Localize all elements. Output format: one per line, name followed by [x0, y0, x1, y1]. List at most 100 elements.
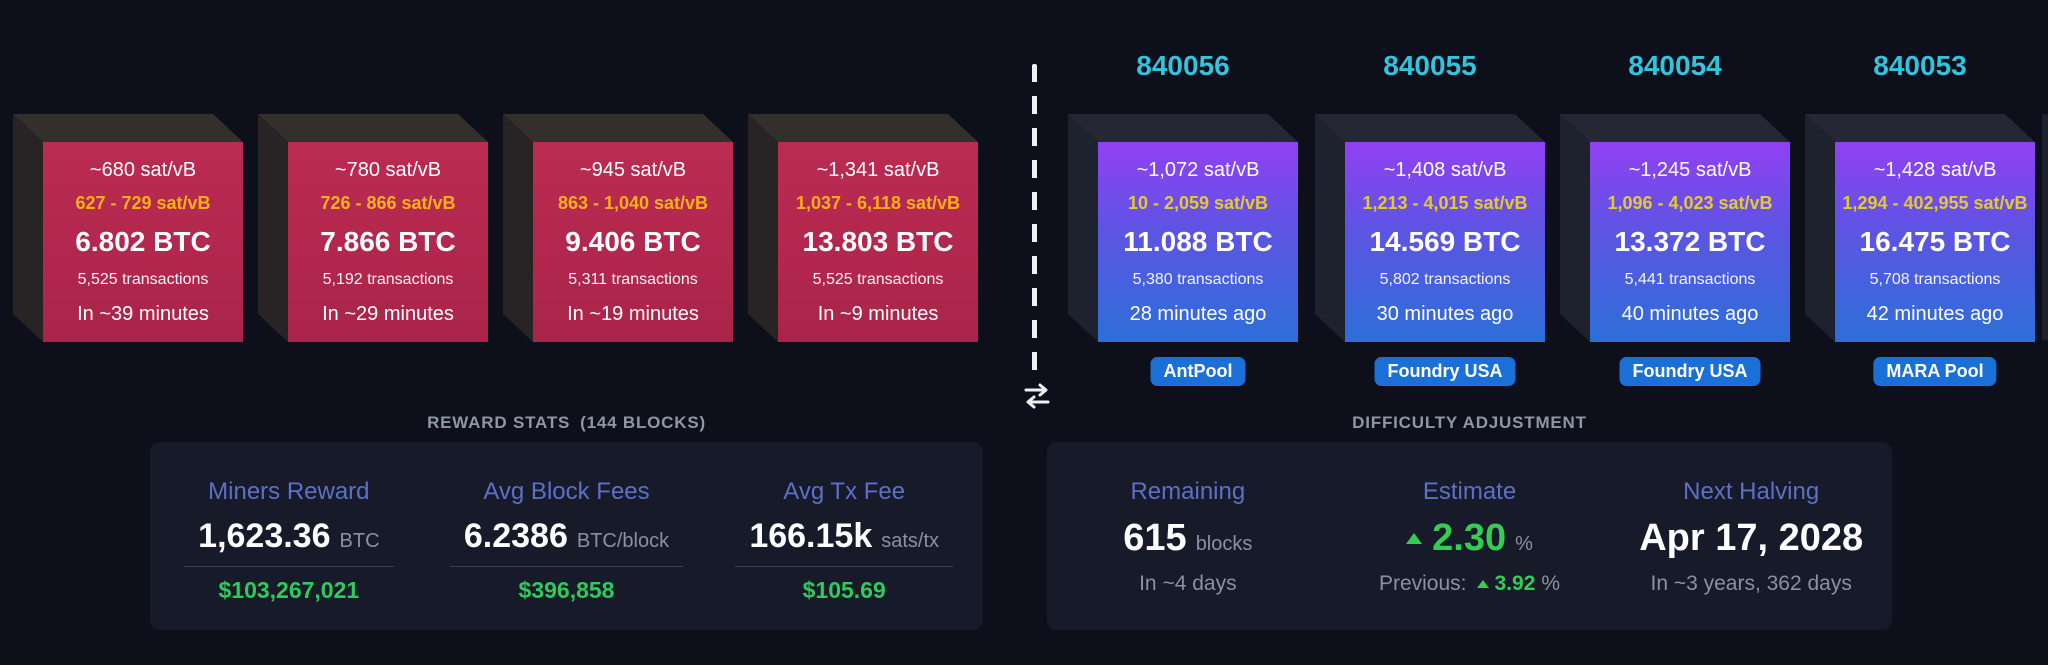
block-top-face — [748, 114, 978, 142]
fee-range: 1,294 - 402,955 sat/vB — [1842, 193, 2028, 213]
fee-range: 1,096 - 4,023 sat/vB — [1607, 193, 1773, 213]
remaining-value: 615 — [1123, 517, 1187, 559]
block-total-btc: 13.803 BTC — [802, 226, 954, 257]
fee-range: 1,213 - 4,015 sat/vB — [1362, 193, 1528, 213]
estimate-value: 2.30 — [1432, 517, 1507, 559]
block-total-btc: 9.406 BTC — [565, 226, 701, 257]
mined-time: 40 minutes ago — [1621, 303, 1759, 325]
block-total-btc: 11.088 BTC — [1123, 226, 1273, 257]
pool-badge[interactable]: AntPool — [1150, 357, 1246, 386]
block-height-link[interactable]: 840053 — [1873, 50, 1967, 81]
swap-icon[interactable] — [1022, 383, 1052, 414]
block-total-btc: 16.475 BTC — [1859, 226, 2011, 257]
block-front-face: ~1,072 sat/vB 10 - 2,059 sat/vB 11.088 B… — [1098, 142, 1298, 342]
block-front-face: ~680 sat/vB 627 - 729 sat/vB 6.802 BTC 5… — [43, 142, 243, 342]
pool-badge[interactable]: Foundry USA — [1619, 357, 1761, 386]
reward-stats-subtitle: (144 BLOCKS) — [580, 413, 706, 432]
tx-count: 5,311 transactions — [568, 271, 698, 288]
eta: In ~19 minutes — [567, 303, 699, 325]
previous-estimate: Previous: 3.92% — [1379, 572, 1560, 596]
avg-block-fees-usd: $396,858 — [518, 577, 615, 603]
eta: In ~39 minutes — [77, 303, 209, 325]
avg-tx-fee-label: Avg Tx Fee — [783, 478, 906, 505]
mempool-block[interactable]: ~780 sat/vB 726 - 866 sat/vB 7.866 BTC 5… — [258, 114, 488, 342]
mined-block[interactable]: 840053 ~1,428 sat/vB 1,294 - 402,955 sat… — [1805, 50, 2035, 386]
mempool-chain-divider — [1032, 64, 1037, 378]
median-fee: ~680 sat/vB — [89, 159, 197, 181]
block-top-face — [1560, 114, 1790, 142]
median-fee: ~1,245 sat/vB — [1628, 159, 1752, 181]
avg-block-fees-unit: BTC/block — [576, 530, 670, 552]
next-halving-column: Next Halving Apr 17, 2028 In ~3 years, 3… — [1610, 442, 1892, 630]
median-fee: ~1,072 sat/vB — [1136, 159, 1260, 181]
up-arrow-icon — [1406, 533, 1423, 544]
mined-time: 28 minutes ago — [1129, 303, 1267, 325]
avg-tx-fee-usd: $105.69 — [802, 577, 886, 603]
block-side-face — [1560, 114, 1590, 342]
avg-block-fees-value: 6.2386 — [463, 517, 568, 555]
mined-block[interactable]: 840056 ~1,072 sat/vB 10 - 2,059 sat/vB 1… — [1068, 50, 1298, 386]
mined-time: 42 minutes ago — [1866, 303, 2004, 325]
fee-range: 863 - 1,040 sat/vB — [557, 193, 709, 213]
miners-reward-column: Miners Reward 1,623.36 BTC $103,267,021 — [150, 442, 428, 630]
remaining-label: Remaining — [1130, 478, 1246, 505]
block-height-link[interactable]: 840055 — [1383, 50, 1477, 81]
pool-badge[interactable]: Foundry USA — [1374, 357, 1516, 386]
block-top-face — [1068, 114, 1298, 142]
miners-reward-label: Miners Reward — [208, 478, 370, 505]
block-front-face: ~945 sat/vB 863 - 1,040 sat/vB 9.406 BTC… — [533, 142, 733, 342]
block-front-face: ~1,245 sat/vB 1,096 - 4,023 sat/vB 13.37… — [1590, 142, 1790, 342]
miners-reward-unit: BTC — [339, 530, 380, 552]
mined-block[interactable]: 840055 ~1,408 sat/vB 1,213 - 4,015 sat/v… — [1315, 50, 1545, 386]
pool-badge[interactable]: MARA Pool — [1873, 357, 1997, 386]
block-top-face — [258, 114, 488, 142]
avg-tx-fee-value: 166.15k — [749, 517, 873, 555]
mempool-block[interactable]: ~945 sat/vB 863 - 1,040 sat/vB 9.406 BTC… — [503, 114, 733, 342]
eta: In ~29 minutes — [322, 303, 454, 325]
next-halving-sub: In ~3 years, 362 days — [1650, 572, 1852, 595]
mempool-block[interactable]: ~1,341 sat/vB 1,037 - 6,118 sat/vB 13.80… — [748, 114, 978, 342]
remaining-sub: In ~4 days — [1139, 572, 1237, 595]
median-fee: ~780 sat/vB — [334, 159, 442, 181]
block-height-link[interactable]: 840056 — [1136, 50, 1230, 81]
block-front-face: ~780 sat/vB 726 - 866 sat/vB 7.866 BTC 5… — [288, 142, 488, 342]
tx-count: 5,192 transactions — [322, 271, 454, 288]
fee-range: 1,037 - 6,118 sat/vB — [795, 193, 961, 213]
tx-count: 5,708 transactions — [1869, 271, 2001, 288]
previous-value: 3.92 — [1494, 572, 1536, 595]
median-fee: ~1,341 sat/vB — [816, 159, 940, 181]
difficulty-adjustment-title-text: DIFFICULTY ADJUSTMENT — [1352, 413, 1587, 432]
block-side-face — [1068, 114, 1098, 342]
block-top-face — [1805, 114, 2035, 142]
block-side-face — [748, 114, 778, 342]
estimate-label: Estimate — [1422, 478, 1517, 505]
reward-stats-title-text: REWARD STATS — [427, 413, 571, 432]
block-side-face — [1805, 114, 1835, 342]
block-side-face — [503, 114, 533, 342]
offscreen-block-edge — [2042, 114, 2048, 340]
block-top-face — [503, 114, 733, 142]
avg-tx-fee-column: Avg Tx Fee 166.15k sats/tx $105.69 — [705, 442, 983, 630]
fee-range: 10 - 2,059 sat/vB — [1127, 193, 1269, 213]
mined-time: 30 minutes ago — [1376, 303, 1514, 325]
median-fee: ~1,408 sat/vB — [1383, 159, 1507, 181]
remaining-column: Remaining 615 blocks In ~4 days — [1047, 442, 1329, 630]
tx-count: 5,525 transactions — [77, 271, 209, 288]
block-height-link[interactable]: 840054 — [1628, 50, 1722, 81]
mined-block[interactable]: 840054 ~1,245 sat/vB 1,096 - 4,023 sat/v… — [1560, 50, 1790, 386]
remaining-unit: blocks — [1195, 533, 1253, 555]
block-total-btc: 7.866 BTC — [320, 226, 456, 257]
avg-block-fees-column: Avg Block Fees 6.2386 BTC/block $396,858 — [428, 442, 706, 630]
mempool-block[interactable]: ~680 sat/vB 627 - 729 sat/vB 6.802 BTC 5… — [13, 114, 243, 342]
tx-count: 5,441 transactions — [1624, 271, 1756, 288]
tx-count: 5,525 transactions — [812, 271, 944, 288]
difficulty-adjustment-panel: Remaining 615 blocks In ~4 days Estimate… — [1047, 442, 1892, 630]
eta: In ~9 minutes — [817, 303, 939, 325]
reward-stats-title: REWARD STATS (144 BLOCKS) — [150, 413, 983, 433]
difficulty-adjustment-title: DIFFICULTY ADJUSTMENT — [1047, 413, 1892, 433]
estimate-unit: % — [1515, 533, 1533, 555]
block-front-face: ~1,428 sat/vB 1,294 - 402,955 sat/vB 16.… — [1835, 142, 2035, 342]
estimate-column: Estimate 2.30 % Previous: 3.92% — [1329, 442, 1611, 630]
block-total-btc: 6.802 BTC — [75, 226, 211, 257]
